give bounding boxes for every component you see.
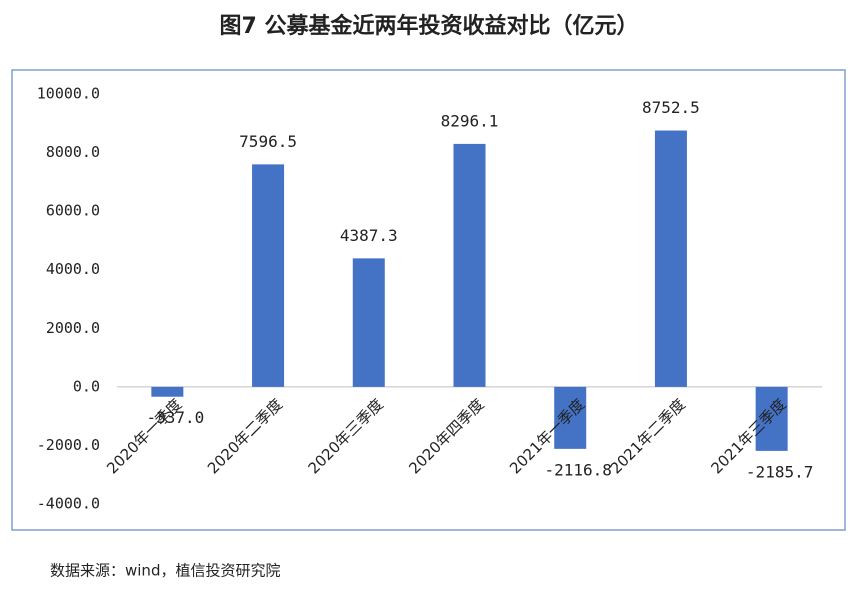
- chart-title: 图7 公募基金近两年投资收益对比（亿元）: [220, 13, 639, 39]
- bar: [554, 386, 587, 449]
- y-tick-label: -2000.0: [37, 436, 100, 454]
- bar: [352, 258, 385, 387]
- x-tick-label: 2020年三季度: [305, 395, 387, 477]
- bar: [453, 143, 486, 387]
- x-tick-label: 2020年四季度: [405, 395, 487, 477]
- bar: [654, 130, 687, 387]
- bar: [755, 386, 788, 451]
- value-label: 4387.3: [340, 226, 398, 245]
- y-tick-label: 2000.0: [46, 319, 100, 337]
- y-tick-label: -4000.0: [37, 495, 100, 513]
- y-tick-label: 6000.0: [46, 202, 100, 220]
- y-tick-label: 10000.0: [37, 85, 100, 103]
- value-label: -2185.7: [746, 462, 813, 481]
- y-tick-label: 8000.0: [46, 143, 100, 161]
- value-label: -337.0: [146, 408, 204, 427]
- y-tick-label: 4000.0: [46, 260, 100, 278]
- value-label: 7596.5: [239, 132, 297, 151]
- x-tick-label: 2020年一季度: [103, 395, 185, 477]
- bar: [151, 386, 184, 397]
- source-note: 数据来源：wind，植信投资研究院: [50, 562, 280, 580]
- y-tick-label: 0.0: [73, 377, 100, 395]
- value-label: -2116.8: [544, 460, 611, 479]
- value-label: 8752.5: [642, 98, 700, 117]
- chart-frame: [11, 69, 846, 531]
- value-label: 8296.1: [441, 111, 499, 130]
- x-tick-label: 2021年二季度: [607, 395, 689, 477]
- bar: [252, 164, 285, 387]
- x-tick-label: 2020年二季度: [204, 395, 286, 477]
